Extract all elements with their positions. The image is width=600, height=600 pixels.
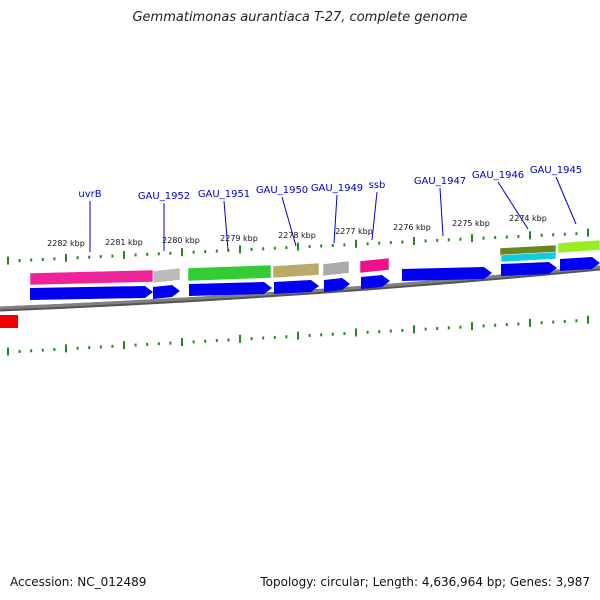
gene-label-line [497, 181, 529, 230]
gene-label: GAU_1949 [311, 183, 363, 194]
cds-arrow [402, 267, 492, 281]
feature-block [272, 262, 320, 279]
gene-label: uvrB [78, 189, 101, 200]
scale-label: 2275 kbp [452, 219, 490, 228]
genome-stats-text: Topology: circular; Length: 4,636,964 bp… [260, 575, 590, 589]
cds-arrow [560, 257, 600, 271]
cds-arrow [189, 282, 272, 296]
scale-label: 2279 kbp [220, 234, 258, 243]
gene-label-line [439, 187, 444, 237]
feature-tracks [0, 239, 600, 328]
cds-arrow [361, 275, 390, 289]
gene-label-line [281, 196, 297, 247]
gene-label: GAU_1946 [472, 170, 524, 181]
gene-labels: uvrB GAU_1952 GAU_1951 GAU_1950 GAU_1949 ssb G… [78, 165, 582, 252]
scale-label: 2276 kbp [393, 223, 431, 232]
scale-ticks: 2282 kbp 2281 kbp 2280 kbp 2279 kbp 2278 kbp… [7, 214, 589, 356]
scale-label: 2282 kbp [47, 239, 85, 248]
scale-label: 2274 kbp [509, 214, 547, 223]
cds-arrow [501, 262, 557, 276]
gene-label: GAU_1947 [414, 176, 466, 187]
gene-label-line [223, 200, 229, 251]
feature-block [152, 267, 181, 284]
cds-arrow [274, 280, 319, 294]
cds-arrow [153, 285, 180, 299]
map-title: Gemmatimonas aurantiaca T-27, complete g… [132, 10, 468, 25]
gene-label: GAU_1945 [530, 165, 582, 176]
gene-label-line [333, 194, 338, 244]
gene-label: GAU_1951 [198, 189, 250, 200]
accession-text: Accession: NC_012489 [10, 575, 147, 589]
cds-arrow [30, 286, 153, 300]
feature-block-red [0, 315, 18, 328]
scale-label: 2277 kbp [335, 227, 373, 236]
feature-block [322, 260, 350, 277]
feature-block [187, 264, 272, 282]
feature-block [500, 251, 557, 263]
gene-label: GAU_1950 [256, 185, 308, 196]
feature-block [29, 269, 154, 286]
gene-label: ssb [369, 180, 386, 191]
feature-block [557, 239, 600, 254]
scale-label: 2281 kbp [105, 238, 143, 247]
gene-label: GAU_1952 [138, 191, 190, 202]
scale-label: 2278 kbp [278, 231, 316, 240]
feature-block [359, 257, 390, 274]
cds-arrow [324, 278, 350, 292]
gene-label-line [555, 176, 577, 225]
scale-label: 2280 kbp [162, 236, 200, 245]
gene-label-line [371, 191, 378, 241]
